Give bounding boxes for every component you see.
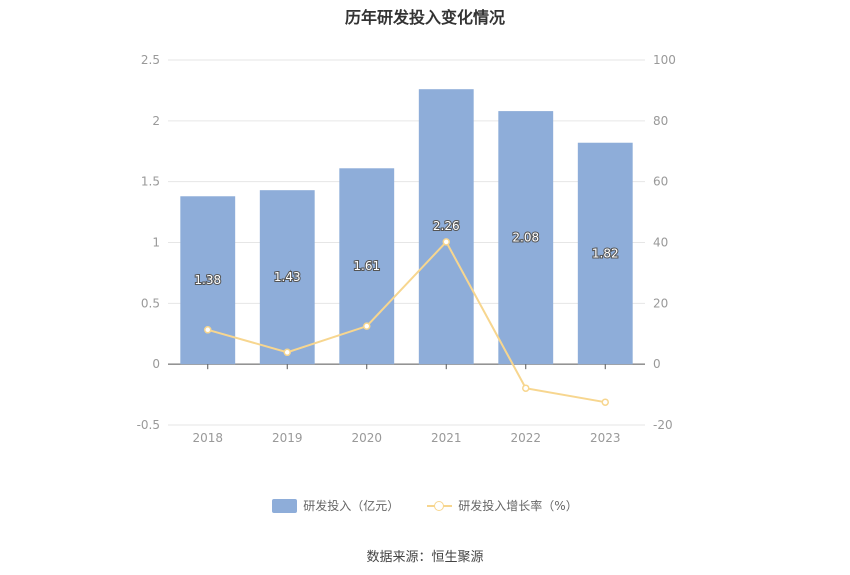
y-left-tick-label: 2.5 (141, 53, 160, 67)
legend-bar-swatch (272, 498, 298, 513)
bar-value-label: 2.26 (433, 219, 460, 233)
growth-point-2019 (283, 348, 291, 357)
source-note: 数据来源：恒生聚源 (366, 550, 484, 565)
y-right-tick-label: 0 (653, 357, 661, 371)
y-left-tick-label: 0.5 (141, 296, 160, 310)
bar-2021 (418, 89, 474, 365)
y-right-tick-label: 60 (653, 175, 668, 189)
grid-layer (168, 59, 645, 426)
y-left-tick-label: -0.5 (137, 418, 160, 432)
legend-line-label: 研发投入增长率（%） (458, 499, 578, 513)
x-tick-label: 2023 (590, 431, 621, 445)
bar-value-label: 2.08 (512, 231, 539, 245)
growth-point-2023 (601, 398, 609, 406)
y-left-tick-label: 1.5 (141, 175, 160, 189)
growth-point-2018 (204, 326, 212, 334)
y-right-tick-label: -20 (653, 418, 673, 432)
x-tick-label: 2021 (431, 431, 462, 445)
legend-bar-label: 研发投入（亿元） (303, 499, 400, 513)
y-right-tick-label: 80 (653, 114, 668, 128)
axis-layer: 2.5 2 1.5 1 0.5 0 -0.5 100 80 60 40 20 0 -20 2018 2019 2… (137, 53, 676, 445)
chart-title: 历年研发投入变化情况 (344, 8, 505, 27)
bar-layer (180, 89, 633, 365)
label-layer: 1.38 1.43 1.61 2.26 2.08 1.82 (193, 218, 619, 288)
growth-point-2020 (363, 322, 371, 330)
bar-2023 (577, 142, 633, 365)
bar-value-label: 1.61 (353, 259, 380, 273)
x-tick-label: 2022 (510, 431, 541, 445)
y-left-tick-label: 2 (152, 114, 160, 128)
y-right-tick-label: 100 (653, 53, 676, 67)
bar-value-label: 1.43 (274, 270, 301, 284)
bar-value-label: 1.82 (592, 246, 619, 260)
x-tick-label: 2019 (272, 431, 303, 445)
y-right-tick-label: 20 (653, 296, 668, 310)
legend-line-swatch (427, 499, 453, 513)
y-left-tick-label: 0 (152, 357, 160, 371)
legend-item-line[interactable]: 研发投入增长率（%） (427, 497, 578, 514)
growth-point-2022 (522, 384, 530, 392)
line-layer (204, 238, 609, 406)
growth-point-2021 (442, 238, 450, 246)
bar-2019 (259, 190, 315, 365)
y-right-tick-label: 40 (653, 236, 668, 250)
bar-value-label: 1.38 (194, 273, 221, 287)
legend: 研发投入（亿元） 研发投入增长率（%） (0, 497, 850, 514)
bar-2022 (498, 111, 554, 365)
growth-line (207, 240, 606, 404)
y-left-tick-label: 1 (152, 236, 160, 250)
legend-item-bar[interactable]: 研发投入（亿元） (272, 497, 399, 514)
x-tick-label: 2020 (351, 431, 382, 445)
bar-2018 (180, 196, 236, 365)
x-tick-label: 2018 (192, 431, 223, 445)
